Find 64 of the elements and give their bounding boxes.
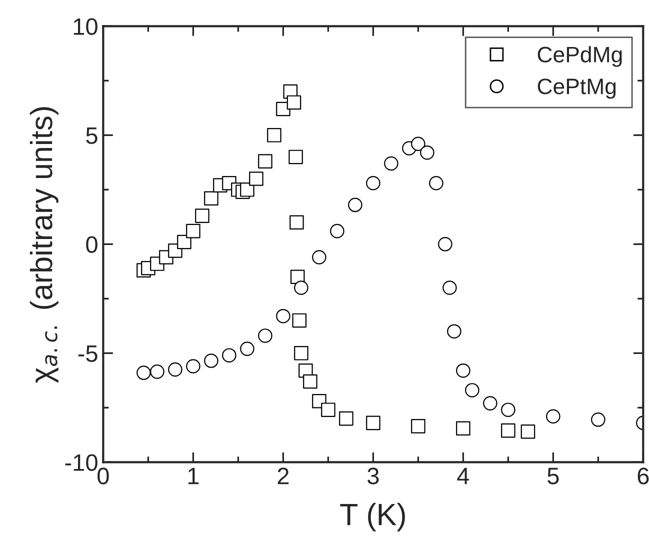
point <box>204 354 218 368</box>
point <box>366 416 380 430</box>
x-tick-label: 4 <box>457 468 470 484</box>
x-tick-label: 2 <box>278 468 289 484</box>
point <box>292 313 307 328</box>
x-tick-label: 3 <box>368 468 379 484</box>
point <box>348 198 362 212</box>
point <box>442 280 457 295</box>
x-tick-label: 0 <box>98 468 109 484</box>
point <box>150 364 164 379</box>
point <box>290 215 304 230</box>
point <box>168 362 182 377</box>
point <box>276 308 290 324</box>
point <box>411 136 426 152</box>
y-tick-label: 0 <box>86 236 98 253</box>
point <box>177 234 192 250</box>
point <box>195 208 210 223</box>
x-tick-label: 5 <box>548 468 559 484</box>
point <box>420 145 434 160</box>
point <box>546 409 560 424</box>
point <box>303 374 318 389</box>
y-tick-label: 5 <box>86 127 98 144</box>
y-axis-title: χ$_{a.c.}$ (arbitrary units) <box>30 107 58 383</box>
point <box>267 128 282 142</box>
point <box>222 348 236 362</box>
point <box>366 176 380 190</box>
point <box>240 342 254 356</box>
point <box>321 402 336 417</box>
point <box>447 324 462 339</box>
y-tick-label: 10 <box>74 18 98 35</box>
point <box>456 363 470 378</box>
point <box>438 237 452 252</box>
legend-label: CePdMg <box>538 46 622 67</box>
point <box>258 328 272 343</box>
point <box>294 280 308 295</box>
point <box>330 224 344 238</box>
point <box>249 172 264 186</box>
point <box>286 95 302 110</box>
point <box>258 154 272 168</box>
point <box>288 150 303 164</box>
legend-label: CePtMg <box>538 78 616 99</box>
point <box>465 383 480 398</box>
point <box>429 176 444 190</box>
point <box>483 396 498 410</box>
x-axis-title: T (K) <box>340 502 405 532</box>
x-tick-label: 6 <box>638 468 649 484</box>
point <box>240 182 254 197</box>
point <box>501 402 516 417</box>
point <box>186 359 200 374</box>
point <box>186 224 200 238</box>
point <box>339 411 354 426</box>
point <box>520 424 536 439</box>
point <box>591 412 606 427</box>
point <box>411 419 426 434</box>
x-tick-label: 1 <box>188 468 199 484</box>
point <box>312 250 326 264</box>
point <box>294 346 308 360</box>
point <box>204 191 218 206</box>
point <box>136 366 151 380</box>
point <box>456 421 470 436</box>
y-tick-label: -10 <box>65 454 98 471</box>
point <box>384 156 398 171</box>
y-tick-label: -5 <box>78 345 98 362</box>
point <box>501 423 516 438</box>
